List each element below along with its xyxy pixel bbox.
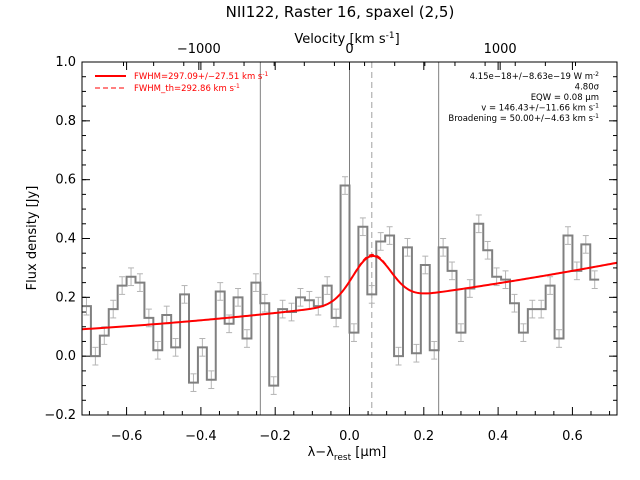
- fit-annotation-line: 4.15e−18+/−8.63e−19 W m-2: [470, 71, 600, 82]
- plot-area: [81, 62, 618, 415]
- axes: −0.6 −0.4 −0.2 0.0 0.2 0.4 0.6 −1000 0 1000 −0.2 0.…: [44, 42, 618, 444]
- fit-annotation-line: EQW = 0.08 μm: [531, 93, 599, 103]
- legend-entry: FWHM=297.09+/−27.51 km s-1: [134, 71, 269, 82]
- fit-annotation-line: v = 146.43+/−11.66 km s-1: [481, 103, 599, 114]
- legend: FWHM=297.09+/−27.51 km s-1FWHM_th=292.86…: [95, 71, 269, 94]
- x-tick-label: 0.2: [413, 429, 434, 444]
- fit-annotation-line: 4.80σ: [575, 83, 600, 93]
- legend-entry: FWHM_th=292.86 km s-1: [134, 83, 240, 94]
- x-tick-label: 0.4: [488, 429, 509, 444]
- velocity-tick-label: 1000: [484, 42, 517, 57]
- x-tick-label: 0.0: [339, 429, 360, 444]
- y-axis-label: Flux density [Jy]: [25, 186, 40, 291]
- data-histogram: [82, 184, 600, 387]
- top-axis-label: Velocity [km s-1]: [294, 31, 399, 47]
- y-tick-label: 0.6: [55, 173, 76, 188]
- y-tick-label: 0.0: [55, 349, 76, 364]
- x-tick-label: −0.4: [185, 429, 217, 444]
- y-tick-label: 1.0: [55, 55, 76, 70]
- fit-annotation-line: Broadening = 50.00+/−4.63 km s-1: [448, 113, 599, 124]
- y-tick-label: −0.2: [44, 408, 76, 423]
- velocity-tick-label: 0: [345, 42, 353, 57]
- y-tick-label: 0.2: [55, 290, 76, 305]
- fit-curve: [81, 254, 618, 331]
- chart-title: NII122, Raster 16, spaxel (2,5): [226, 3, 455, 21]
- x-tick-label: −0.2: [259, 429, 291, 444]
- y-tick-label: 0.4: [55, 232, 76, 247]
- y-tick-label: 0.8: [55, 114, 76, 129]
- x-axis-label: λ−λrest [μm]: [308, 445, 387, 463]
- x-tick-label: 0.6: [562, 429, 583, 444]
- velocity-tick-label: −1000: [177, 42, 221, 57]
- x-tick-label: −0.6: [111, 429, 143, 444]
